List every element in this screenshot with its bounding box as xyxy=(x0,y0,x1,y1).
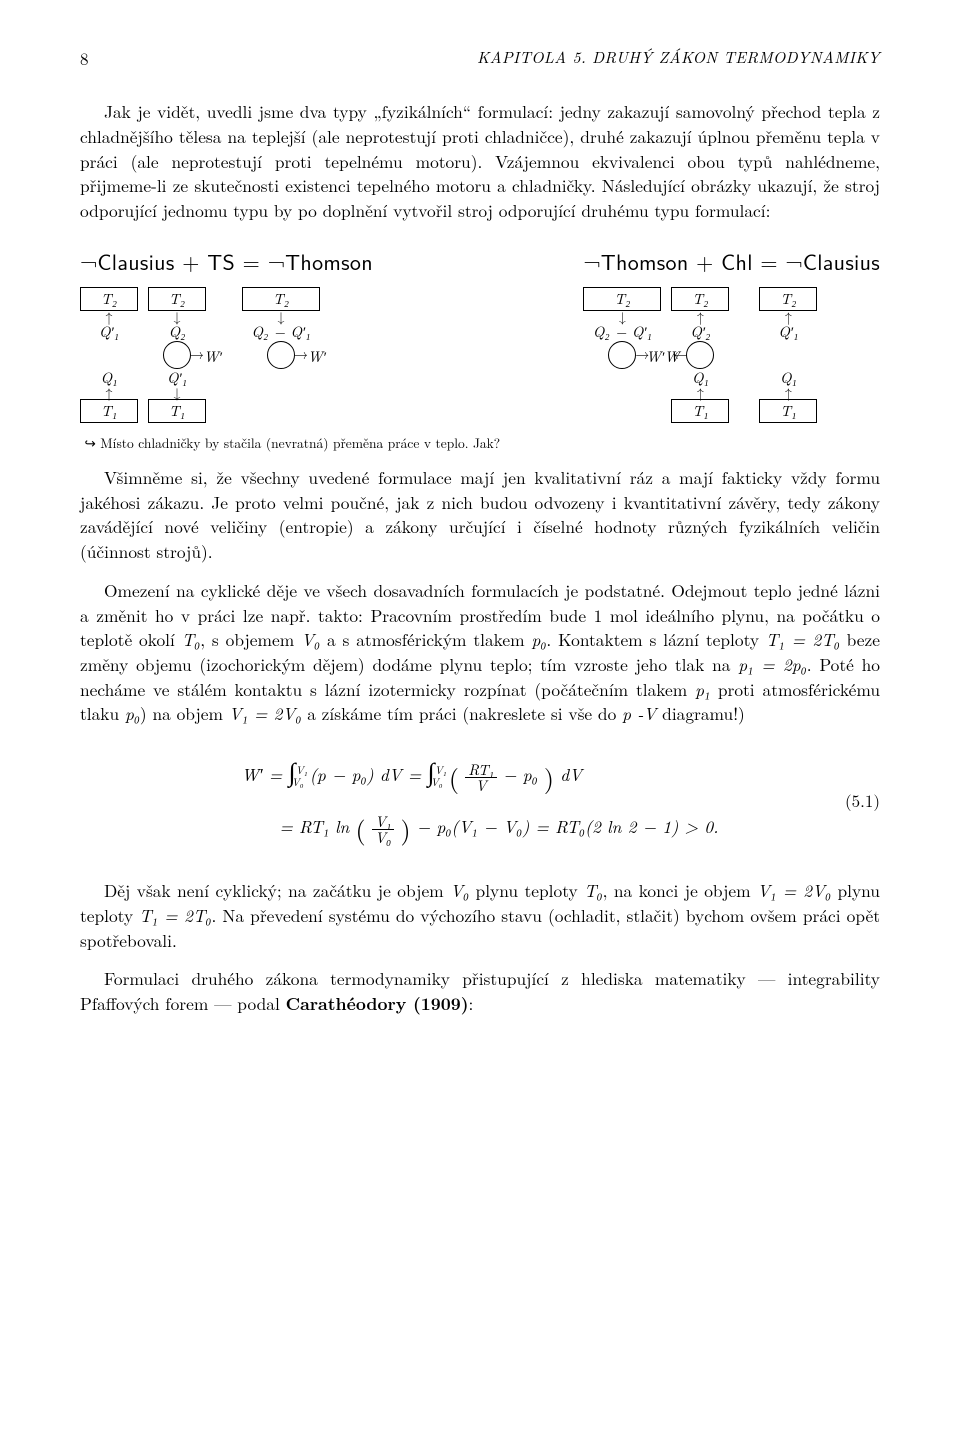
paragraph-4: Děj však není cyklický; na začátku je ob… xyxy=(80,879,880,953)
thomson-unit: T₂ ↓ Q₂ − Q′₁ W′ ↓ xyxy=(242,287,320,423)
engine-icon: W′ xyxy=(163,341,191,369)
heat-label: Q′₁ xyxy=(778,323,798,341)
reservoir-cold: T₁ xyxy=(671,399,729,423)
fraction: RT₁V xyxy=(465,762,497,793)
arrow-left-icon: ← xyxy=(673,345,687,365)
heat-engine-unit: T₂ ↓ Q₂ W′ Q′₁ ↓ T₁ xyxy=(148,287,206,423)
arrow-up-icon: ↑ xyxy=(697,388,704,398)
footnote-text: ↪ Místo chladničky by stačila (nevratná)… xyxy=(85,433,501,452)
reservoir-cold: T₁ xyxy=(80,399,138,423)
diagrams-row: ¬Clausius + TS = ¬Thomson T₂ ↑ Q′₁ Q₁ ↑ … xyxy=(80,246,880,423)
work-label: W′ xyxy=(308,346,326,367)
heat-label: Q₂ − Q′₁ xyxy=(252,323,311,341)
author-name: Carathéodory (1909) xyxy=(286,991,469,1016)
refrigerator-unit: T₂ ↑ Q′₂ ← Q₁ ↑ T₁ xyxy=(671,287,729,423)
diagram-right-equation: ¬Thomson + Chl = ¬Clausius xyxy=(583,246,880,277)
heat-label: Q₂ xyxy=(169,323,186,341)
thomson-unit: T₂ ↓ Q₂ − Q′₁ W′W ↓ xyxy=(583,287,661,423)
footnote: ↪ Místo chladničky by stačila (nevratná)… xyxy=(80,433,880,452)
paragraph-1: Jak je vidět, uvedli jsme dva typy „fyzi… xyxy=(80,100,880,224)
paragraph-5: Formulaci druhého zákona termodynamiky p… xyxy=(80,967,880,1016)
equation-number: (5.1) xyxy=(845,788,880,812)
page-header: 8 KAPITOLA 5. DRUHÝ ZÁKON TERMODYNAMIKY xyxy=(80,46,880,70)
arrow-up-icon: ↑ xyxy=(785,388,792,398)
equation-5-1: W′ = ∫V₁V₀ (p − p₀) dV = ∫V₁V₀ ( RT₁V − … xyxy=(80,745,880,855)
reservoir-cold: T₁ xyxy=(759,399,817,423)
arrow-down-icon: ↓ xyxy=(174,388,181,398)
heat-label: Q′₁ xyxy=(99,323,119,341)
arrow-up-icon: ↑ xyxy=(106,388,113,398)
heat-label: Q′₂ xyxy=(690,323,710,341)
clausius-unit: T₂ ↑ Q′₁ Q₁ ↑ T₁ xyxy=(759,287,817,423)
engine-icon: ← xyxy=(686,341,714,369)
diagram-left-equation: ¬Clausius + TS = ¬Thomson xyxy=(80,246,373,277)
paragraph-2: Všimněme si, že všechny uvedené formulac… xyxy=(80,466,880,565)
diagram-right: ¬Thomson + Chl = ¬Clausius T₂ ↓ Q₂ − Q′₁… xyxy=(583,246,880,423)
page-number: 8 xyxy=(80,46,89,70)
fraction: V₁V₀ xyxy=(372,814,394,845)
chapter-title: KAPITOLA 5. DRUHÝ ZÁKON TERMODYNAMIKY xyxy=(477,46,880,70)
paragraph-3: Omezení na cyklické děje ve všech dosava… xyxy=(80,579,880,727)
engine-icon: W′ xyxy=(267,341,295,369)
engine-icon: W′W xyxy=(608,341,636,369)
clausius-unit: T₂ ↑ Q′₁ Q₁ ↑ T₁ xyxy=(80,287,138,423)
diagram-left: ¬Clausius + TS = ¬Thomson T₂ ↑ Q′₁ Q₁ ↑ … xyxy=(80,246,373,423)
reservoir-cold: T₁ xyxy=(148,399,206,423)
heat-label: Q₂ − Q′₁ xyxy=(593,323,652,341)
work-label: W′ xyxy=(204,346,222,367)
